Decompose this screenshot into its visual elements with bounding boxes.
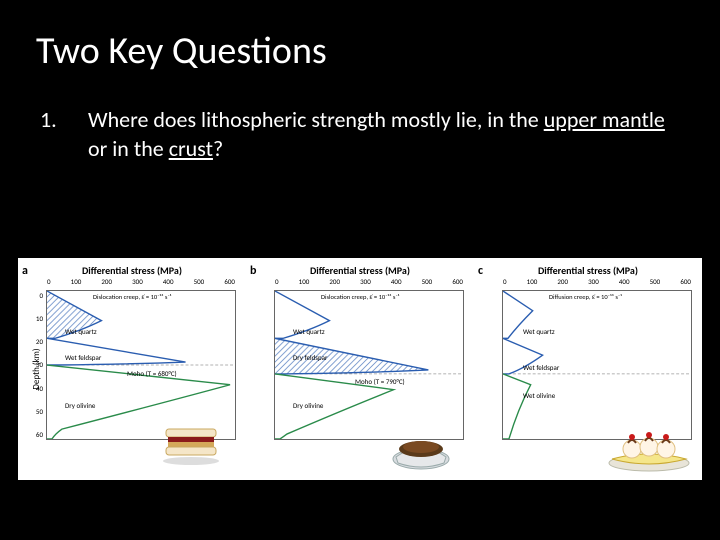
panel-a-creep: Dislocation creep, ε̇ = 10⁻¹⁴ s⁻¹ [93,293,171,301]
panel-c-ann0: Wet quartz [523,327,555,336]
panel-a-svg [47,291,235,439]
panel-b-ann2: Moho (T = 790°C) [355,377,405,386]
panel-a: a Differential stress (MPa) Depth (km) 0… [18,258,246,480]
pudding-icon [386,419,456,474]
panel-a-xlabel: Differential stress (MPa) [18,264,246,277]
panel-a-ann2: Moho (T = 680°C) [127,369,177,378]
panel-c-xlabel: Differential stress (MPa) [474,264,702,277]
panel-c: c Differential stress (MPa) 010020030040… [474,258,702,480]
q-upper-mantle: upper mantle [544,106,665,133]
banana-split-icon [604,419,694,474]
panel-a-yticks: 0102030405060 [29,291,43,439]
figure-panel-row: a Differential stress (MPa) Depth (km) 0… [18,258,702,480]
panel-b-ann3: Dry olivine [293,401,323,410]
question-1: 1. Where does lithospheric strength most… [0,74,720,163]
panel-a-ann1: Wet feldspar [65,353,101,362]
panel-b-xlabel: Differential stress (MPa) [246,264,474,277]
panel-a-chart: 0100200300400500600 0102030405060 Disloc… [46,290,236,440]
question-text: Where does lithospheric strength mostly … [88,106,680,163]
panel-b: b Differential stress (MPa) 010020030040… [246,258,474,480]
q-post: ? [213,135,223,162]
panel-b-svg [275,291,463,439]
panel-b-ann1: Dry feldspar [293,353,327,362]
panel-b-creep: Dislocation creep, ε̇ = 10⁻¹⁴ s⁻¹ [321,293,399,301]
panel-b-ann0: Wet quartz [293,327,325,336]
q-crust: crust [169,135,213,162]
sandwich-icon [158,419,228,474]
panel-c-creep: Diffusion creep, ε̇ = 10⁻¹⁴ s⁻¹ [549,293,622,301]
panel-a-ann3: Dry olivine [65,401,95,410]
q-pre: Where does lithospheric strength mostly … [88,106,544,133]
panel-b-xticks: 0100200300400500600 [275,277,463,286]
panel-b-chart: 0100200300400500600 Dislocation creep, ε… [274,290,464,440]
panel-a-xticks: 0100200300400500600 [47,277,235,286]
question-number: 1. [40,106,88,163]
panel-c-xticks: 0100200300400500600 [503,277,691,286]
panel-c-chart: 0100200300400500600 Diffusion creep, ε̇ … [502,290,692,440]
panel-c-ann1: Wet feldspar [523,363,559,372]
panel-c-ann2: Wet olivine [523,391,555,400]
panel-a-ann0: Wet quartz [65,327,97,336]
slide-title: Two Key Questions [0,0,720,74]
q-mid: or in the [88,135,169,162]
